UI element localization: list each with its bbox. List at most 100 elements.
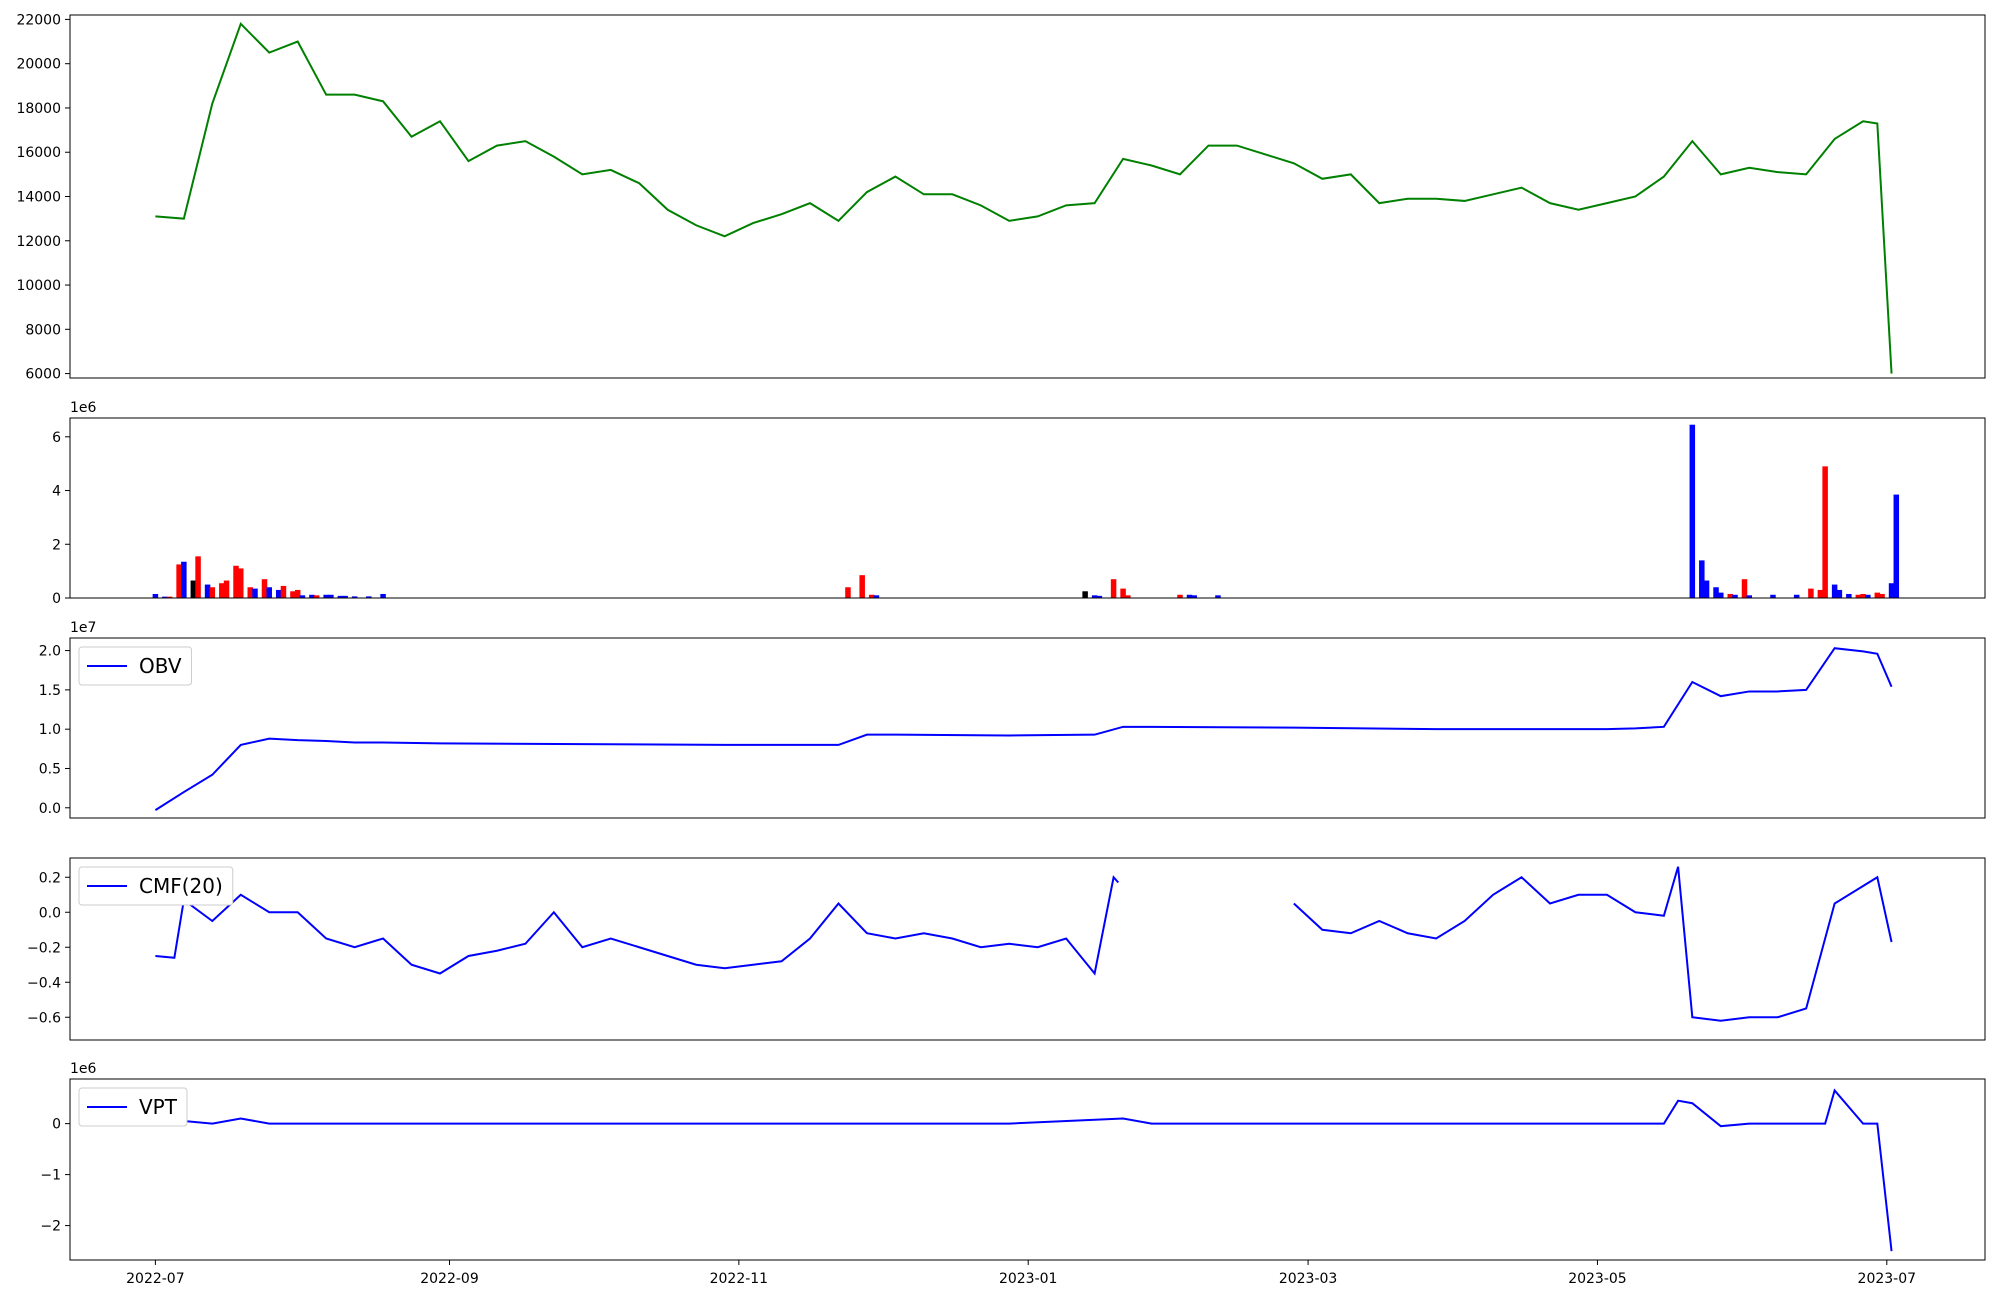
y-tick-label: 12000 bbox=[16, 234, 61, 250]
bar bbox=[209, 587, 216, 598]
price-line bbox=[155, 22, 1893, 374]
y-tick-label: −0.2 bbox=[27, 940, 61, 956]
bar bbox=[1808, 588, 1814, 598]
bar bbox=[1699, 560, 1705, 598]
y-tick-label: −2 bbox=[40, 1219, 61, 1235]
y-tick-label: 0 bbox=[52, 1117, 61, 1133]
y-tick-label: 16000 bbox=[16, 145, 61, 161]
legend-label: OBV bbox=[139, 654, 182, 678]
bar bbox=[323, 594, 329, 598]
bar bbox=[1727, 593, 1734, 598]
y-tick-label: 6 bbox=[52, 430, 61, 446]
bar bbox=[238, 568, 244, 598]
axes-frame bbox=[69, 1078, 1986, 1261]
series-line bbox=[155, 1088, 1893, 1252]
bar bbox=[1741, 579, 1748, 598]
bar bbox=[313, 595, 320, 598]
bar bbox=[190, 580, 197, 598]
bar bbox=[1713, 587, 1719, 598]
bar bbox=[1125, 595, 1131, 598]
bar bbox=[1096, 595, 1103, 598]
legend-label: VPT bbox=[139, 1095, 178, 1119]
bar bbox=[252, 588, 258, 598]
bar bbox=[162, 596, 168, 598]
y-tick-label: 1.0 bbox=[39, 722, 61, 738]
bar bbox=[1817, 589, 1824, 598]
x-tick-label: 2023-01 bbox=[999, 1271, 1058, 1287]
bar bbox=[1822, 466, 1828, 598]
y-tick-label: 10000 bbox=[16, 278, 61, 294]
axes-frame bbox=[69, 637, 1986, 819]
bar bbox=[195, 556, 201, 598]
y-tick-label: −0.4 bbox=[27, 975, 61, 991]
y-tick-label: −1 bbox=[40, 1168, 61, 1184]
bar bbox=[868, 594, 875, 598]
bar bbox=[1186, 594, 1193, 598]
bar bbox=[247, 587, 254, 598]
bar bbox=[266, 587, 272, 598]
bar bbox=[1718, 592, 1724, 598]
bar bbox=[366, 596, 372, 598]
x-tick-label: 2023-07 bbox=[1858, 1271, 1917, 1287]
x-tick-label: 2022-11 bbox=[710, 1271, 769, 1287]
x-tick-label: 2023-03 bbox=[1279, 1271, 1338, 1287]
bar bbox=[1770, 594, 1776, 598]
x-tick-label: 2022-09 bbox=[420, 1271, 479, 1287]
legend-box bbox=[78, 646, 193, 686]
bar bbox=[152, 593, 159, 598]
legend-label: CMF(20) bbox=[139, 874, 223, 898]
bar bbox=[859, 575, 865, 598]
bar bbox=[1855, 594, 1862, 598]
y-tick-label: 0.5 bbox=[39, 761, 61, 777]
y-tick-label: 2.0 bbox=[39, 644, 61, 660]
y-tick-label: 22000 bbox=[16, 12, 61, 28]
bar bbox=[1865, 594, 1871, 598]
bar bbox=[275, 589, 282, 598]
bar bbox=[261, 579, 268, 598]
axes-frame bbox=[69, 14, 1986, 379]
bar bbox=[1893, 494, 1900, 598]
legend-box bbox=[78, 866, 234, 906]
bar bbox=[166, 596, 173, 598]
bar bbox=[309, 594, 315, 598]
bar bbox=[1846, 593, 1852, 598]
x-tick-label: 2022-07 bbox=[126, 1271, 185, 1287]
bar bbox=[1831, 584, 1838, 598]
offset-label: 1e6 bbox=[70, 1061, 97, 1077]
bar bbox=[1860, 593, 1866, 598]
y-tick-label: 1.5 bbox=[39, 683, 61, 699]
series-line bbox=[154, 647, 1893, 811]
y-tick-label: −0.6 bbox=[27, 1010, 61, 1026]
bar bbox=[1836, 589, 1843, 598]
bar bbox=[351, 596, 358, 598]
bar bbox=[1732, 594, 1738, 598]
series-line bbox=[155, 866, 1893, 1022]
bar bbox=[845, 587, 851, 598]
offset-label: 1e7 bbox=[70, 620, 96, 636]
y-tick-label: 0 bbox=[52, 591, 61, 607]
bar bbox=[1191, 595, 1197, 598]
bar bbox=[380, 593, 386, 598]
bar bbox=[1879, 593, 1885, 598]
bar bbox=[290, 591, 296, 598]
offset-label: 1e6 bbox=[70, 400, 97, 416]
bar bbox=[1091, 595, 1098, 598]
bar bbox=[204, 584, 211, 598]
y-tick-label: 8000 bbox=[25, 322, 61, 338]
y-tick-label: 4 bbox=[52, 484, 61, 500]
bar bbox=[233, 565, 239, 598]
y-tick-label: 2 bbox=[52, 537, 61, 553]
y-tick-label: 20000 bbox=[16, 57, 61, 73]
bar bbox=[280, 585, 287, 598]
legend-box bbox=[78, 1087, 188, 1127]
bar bbox=[223, 580, 230, 598]
bar bbox=[1703, 580, 1710, 598]
bar bbox=[1746, 595, 1752, 598]
bar bbox=[1874, 592, 1881, 598]
bar bbox=[294, 589, 301, 598]
y-tick-label: 14000 bbox=[16, 190, 61, 206]
bar bbox=[181, 561, 187, 598]
y-tick-label: 18000 bbox=[16, 101, 61, 117]
bar bbox=[1082, 591, 1088, 598]
